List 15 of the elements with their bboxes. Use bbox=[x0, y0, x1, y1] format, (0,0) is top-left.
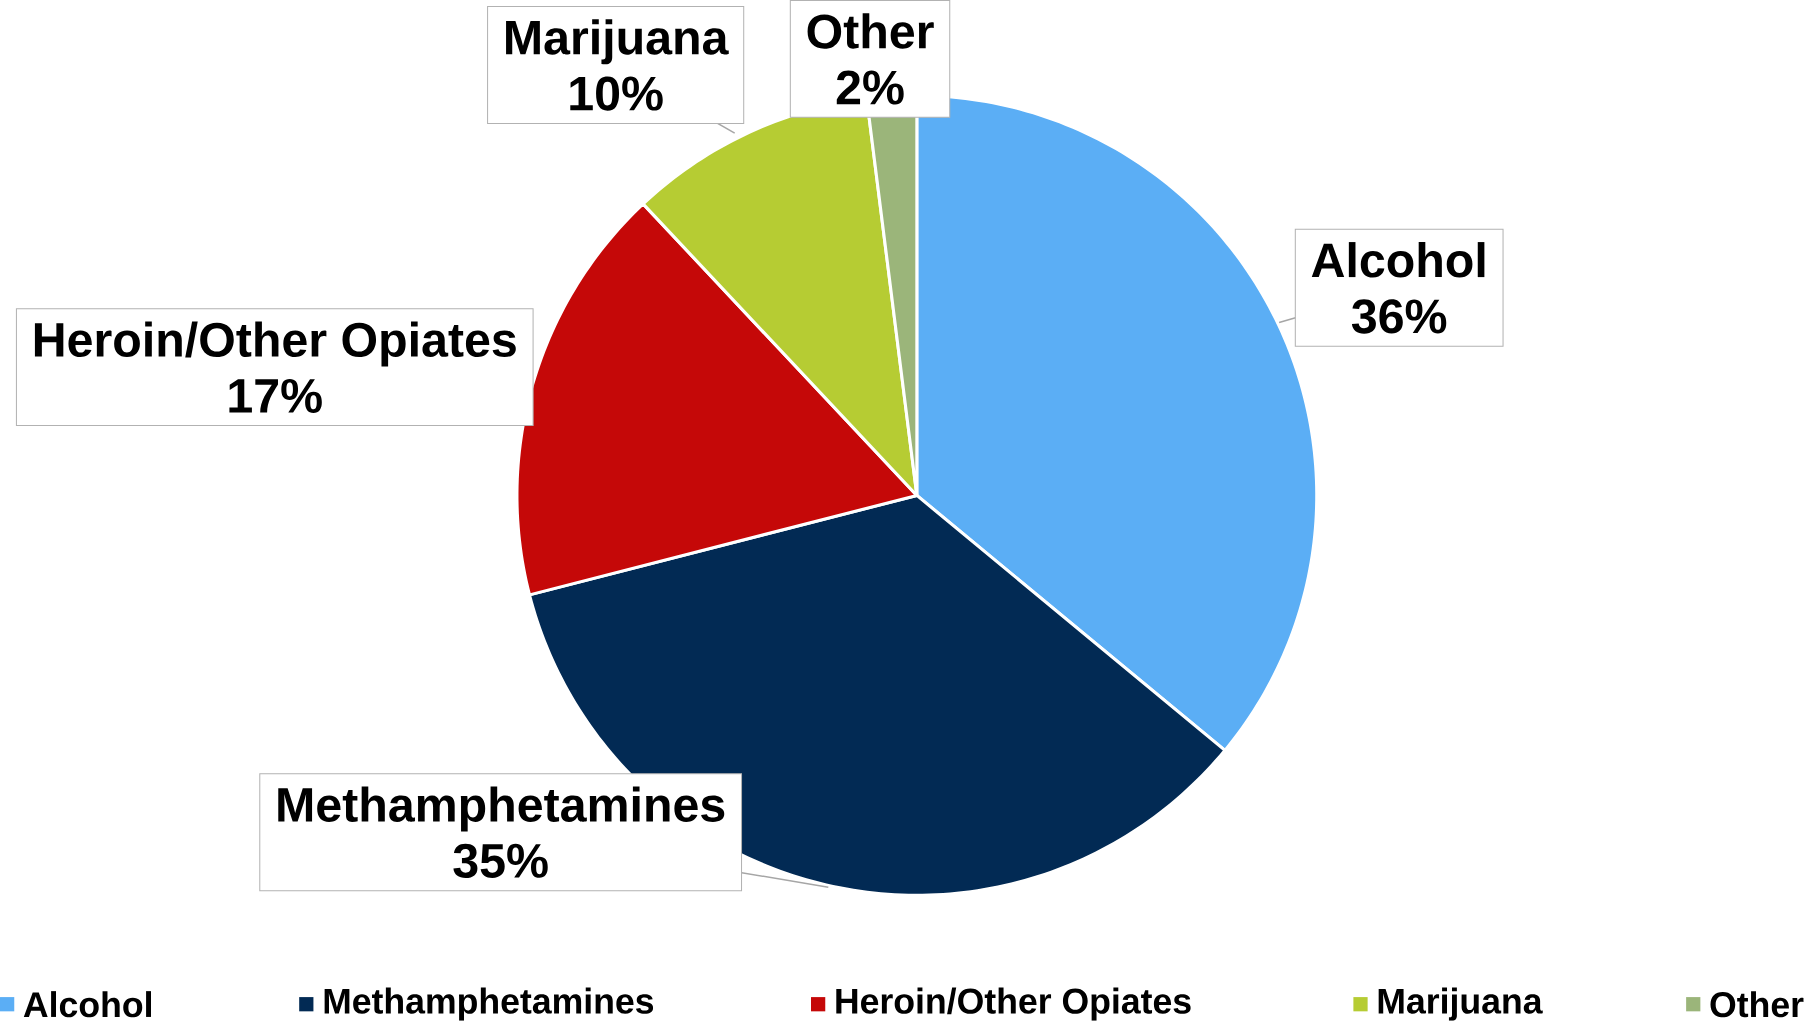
slice-label: Methamphetamines bbox=[278, 786, 725, 832]
legend-label: Methamphetamines bbox=[324, 987, 654, 1021]
slice-label: Heroin/Other Opiates bbox=[34, 321, 516, 367]
data-label: 10% bbox=[570, 76, 663, 111]
legend-label: Marijuana bbox=[1378, 987, 1543, 1021]
data-label: 17% bbox=[229, 378, 322, 413]
legend-label: Other bbox=[1710, 991, 1804, 1018]
legend-label: Heroin/Other Opiates bbox=[836, 987, 1191, 1021]
legend-label: Alcohol bbox=[23, 991, 151, 1018]
data-label: 35% bbox=[453, 843, 548, 879]
slice-label: Other bbox=[807, 13, 934, 49]
slice-label: Alcohol bbox=[1311, 242, 1485, 278]
slice-label: Marijuana bbox=[506, 19, 729, 65]
data-label: 36% bbox=[1351, 299, 1447, 334]
data-label: 2% bbox=[836, 70, 904, 105]
